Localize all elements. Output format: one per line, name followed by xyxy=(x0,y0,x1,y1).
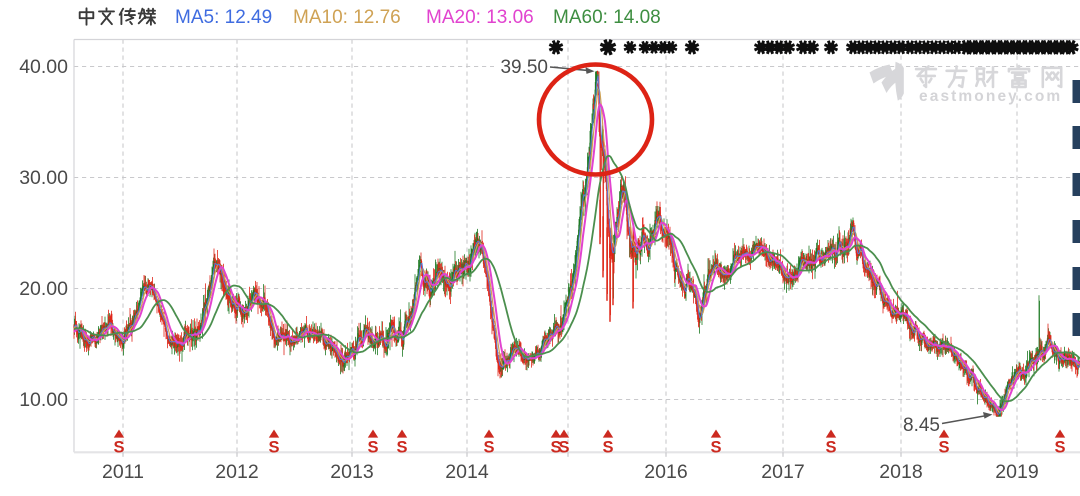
svg-text:2014: 2014 xyxy=(445,461,489,483)
svg-text:S: S xyxy=(396,439,407,457)
svg-text:MA10: 12.76: MA10: 12.76 xyxy=(293,7,401,28)
svg-text:MA20: 13.06: MA20: 13.06 xyxy=(426,7,534,28)
svg-text:S: S xyxy=(558,439,569,457)
svg-text:2019: 2019 xyxy=(995,461,1038,483)
svg-text:2011: 2011 xyxy=(102,461,144,483)
svg-text:39.50: 39.50 xyxy=(500,57,548,78)
svg-text:30.00: 30.00 xyxy=(19,167,68,189)
svg-text:S: S xyxy=(367,439,378,457)
svg-text:MA60: 14.08: MA60: 14.08 xyxy=(553,7,661,28)
svg-text:S: S xyxy=(268,439,279,457)
svg-text:10.00: 10.00 xyxy=(19,389,68,411)
svg-text:2016: 2016 xyxy=(644,461,687,483)
svg-text:2013: 2013 xyxy=(330,461,373,483)
svg-text:S: S xyxy=(938,439,949,457)
svg-text:2012: 2012 xyxy=(215,461,258,483)
svg-text:S: S xyxy=(602,439,613,457)
svg-text:S: S xyxy=(1054,439,1065,457)
svg-text:2018: 2018 xyxy=(879,461,922,483)
svg-text:S: S xyxy=(710,439,721,457)
svg-text:S: S xyxy=(825,439,836,457)
svg-text:S: S xyxy=(483,439,494,457)
svg-text:40.00: 40.00 xyxy=(19,56,68,78)
svg-text:S: S xyxy=(113,439,124,457)
svg-text:MA5: 12.49: MA5: 12.49 xyxy=(175,7,272,28)
svg-text:2017: 2017 xyxy=(761,461,804,483)
svg-text:eastmoney.com: eastmoney.com xyxy=(919,88,1062,105)
svg-text:8.45: 8.45 xyxy=(903,415,940,436)
svg-text:20.00: 20.00 xyxy=(19,278,68,300)
